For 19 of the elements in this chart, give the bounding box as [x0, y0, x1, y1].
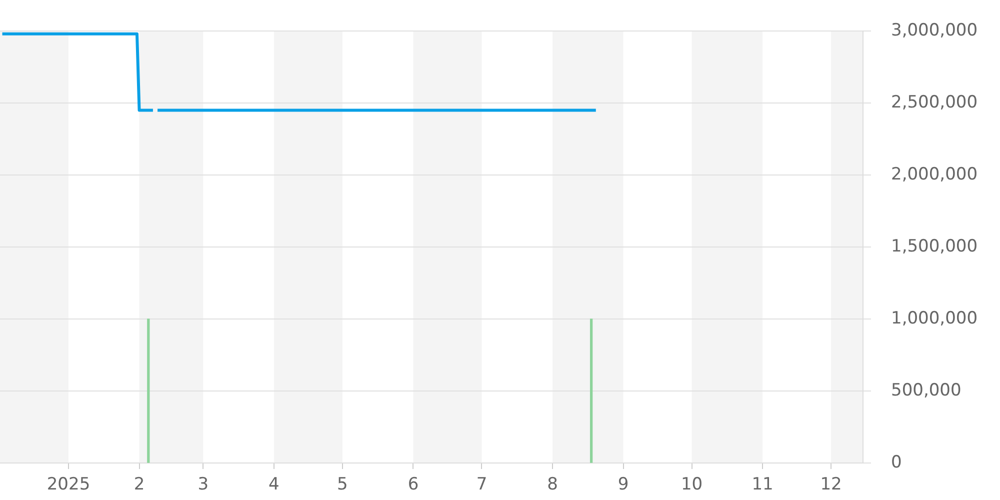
y-tick-label: 2,500,000 [891, 92, 978, 112]
x-tick-label: 12 [820, 474, 842, 495]
y-tick-label: 0 [891, 452, 902, 472]
x-tick-label: 6 [408, 474, 419, 495]
y-tick-label: 2,000,000 [891, 164, 978, 184]
y-tick-label: 1,500,000 [891, 236, 978, 256]
y-tick-label: 3,000,000 [891, 20, 978, 40]
y-tick-label: 1,000,000 [891, 308, 978, 328]
x-tick-label: 2 [134, 474, 145, 495]
x-tick-label: 9 [618, 474, 629, 495]
x-tick-label: 10 [680, 474, 703, 495]
x-tick-label: 7 [476, 474, 488, 495]
x-tick-label: 5 [337, 474, 348, 495]
x-tick-label: 4 [268, 474, 280, 495]
x-tick-label: 11 [752, 474, 774, 495]
x-tick-label: 8 [547, 474, 558, 495]
x-tick-label: 2025 [46, 474, 90, 495]
x-tick-label: 3 [198, 474, 209, 495]
y-tick-label: 500,000 [891, 380, 962, 400]
